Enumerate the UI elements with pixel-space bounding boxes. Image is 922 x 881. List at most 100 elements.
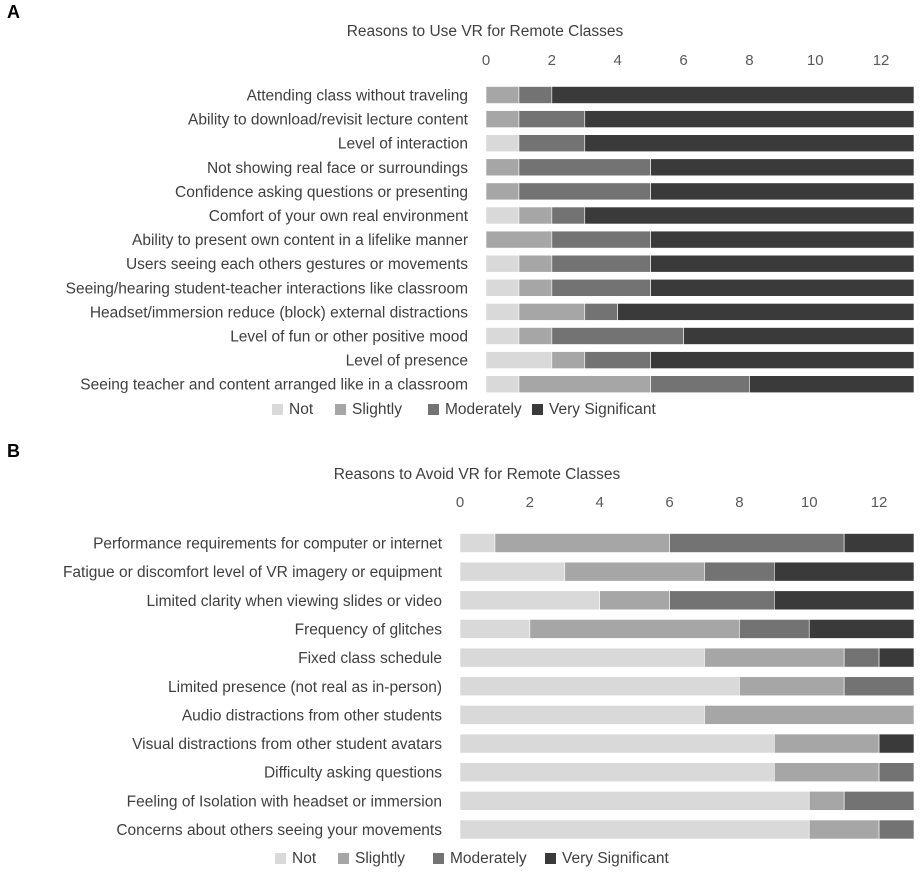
- chart-b-bar-not: [459, 791, 810, 811]
- chart-a-bar-very-significant: [650, 182, 915, 201]
- chart-a-bar-very-significant: [650, 254, 915, 273]
- chart-a-bar-moderately: [650, 375, 750, 394]
- chart-b-bar-moderately: [739, 619, 810, 639]
- chart-a-bar-very-significant: [584, 134, 915, 152]
- chart-a-bar-not: [485, 206, 520, 225]
- chart-a-bar-very-significant: [650, 230, 915, 249]
- chart-a-category-label: Confidence asking questions or presentin…: [175, 184, 468, 201]
- chart-b-bar-very-significant: [878, 733, 915, 754]
- chart-b-tick-label: 0: [456, 494, 464, 511]
- chart-a-bar-very-significant: [650, 278, 915, 297]
- chart-a-bar-very-significant: [683, 327, 915, 345]
- chart-a-bar-slightly: [485, 182, 520, 201]
- chart-b-bar-slightly: [704, 647, 845, 668]
- chart-b-bar-slightly: [704, 705, 915, 725]
- chart-b-bar-slightly: [494, 533, 670, 553]
- chart-a-bar-slightly: [518, 303, 586, 321]
- chart-b-legend-label-very-significant: Very Significant: [562, 850, 670, 867]
- chart-a-bar-not: [485, 303, 520, 321]
- chart-b-bar-not: [459, 619, 531, 639]
- chart-b-tick-label: 4: [596, 494, 604, 511]
- chart-a-legend-label-very-significant: Very Significant: [549, 401, 657, 418]
- chart-a-bar-slightly: [485, 158, 520, 177]
- chart-b-bar-very-significant: [774, 561, 915, 582]
- chart-b-bar-not: [459, 561, 566, 582]
- chart-b-bar-moderately: [843, 647, 880, 668]
- chart-b-bar-slightly: [774, 762, 880, 783]
- chart-b-category-label: Frequency of glitches: [295, 621, 443, 638]
- chart-a-bar-very-significant: [749, 375, 915, 394]
- chart-a-bar-moderately: [518, 86, 553, 104]
- chart-a-bar-not: [485, 351, 553, 369]
- chart-b-category-label: Concerns about others seeing your moveme…: [116, 822, 442, 839]
- chart-b-category-label: Fatigue or discomfort level of VR imager…: [63, 564, 443, 581]
- chart-b-bar-not: [459, 762, 775, 783]
- chart-b-category-label: Performance requirements for computer or…: [93, 536, 443, 553]
- chart-b-bar-very-significant: [878, 647, 915, 668]
- chart-a-category-label: Level of presence: [346, 353, 468, 370]
- chart-a-tick-label: 4: [614, 52, 622, 69]
- chart-b-tick-label: 8: [735, 494, 743, 511]
- chart-b-title: Reasons to Avoid VR for Remote Classes: [334, 466, 621, 483]
- chart-b-legend-swatch-not: [275, 853, 286, 864]
- chart-b-bar-not: [459, 533, 496, 553]
- chart-b-bar-moderately: [843, 676, 915, 697]
- chart-a-category-label: Not showing real face or surroundings: [207, 160, 468, 177]
- chart-a-legend-label-slightly: Slightly: [352, 401, 402, 418]
- chart-b-bar-slightly: [808, 791, 845, 811]
- chart-b-bar-moderately: [878, 762, 915, 783]
- chart-a-bar-moderately: [518, 158, 651, 177]
- chart-b-legend-label-not: Not: [292, 850, 317, 867]
- chart-b-bar-not: [459, 705, 705, 725]
- chart-b-legend-label-slightly: Slightly: [355, 850, 405, 867]
- chart-a-category-label: Attending class without traveling: [247, 88, 468, 105]
- chart-b-bar-slightly: [808, 819, 880, 840]
- chart-a-bar-moderately: [584, 351, 651, 369]
- chart-a-bar-very-significant: [650, 158, 915, 177]
- chart-a-category-label: Users seeing each others gestures or mov…: [126, 256, 468, 273]
- chart-a-tick-label: 0: [482, 52, 490, 69]
- chart-a-bar-very-significant: [650, 351, 915, 369]
- chart-b-legend-swatch-slightly: [338, 853, 349, 864]
- chart-a-bar-slightly: [518, 375, 651, 394]
- chart-b: Reasons to Avoid VR for Remote Classes 0 2…: [63, 466, 915, 867]
- chart-a-bar-moderately: [518, 110, 586, 128]
- chart-b-bar-not: [459, 733, 775, 754]
- chart-b-tick-label: 12: [871, 494, 888, 511]
- chart-b-legend-swatch-moderately: [433, 853, 444, 864]
- chart-b-tick-label: 2: [526, 494, 534, 511]
- chart-a-tick-label: 2: [548, 52, 556, 69]
- chart-a-legend-label-moderately: Moderately: [445, 401, 522, 418]
- chart-b-category-label: Fixed class schedule: [298, 650, 442, 667]
- chart-b-bar-not: [459, 819, 810, 840]
- chart-b-bar-moderately: [669, 590, 775, 611]
- chart-a-category-label: Level of interaction: [338, 136, 468, 153]
- chart-a-tick-label: 12: [873, 52, 890, 69]
- chart-a-bar-very-significant: [617, 303, 915, 321]
- chart-b-tick-label: 6: [665, 494, 673, 511]
- chart-b-bar-slightly: [774, 733, 880, 754]
- chart-a-category-label: Ability to download/revisit lecture cont…: [188, 112, 469, 129]
- chart-a-legend-swatch-moderately: [428, 404, 439, 415]
- chart-a-bar-slightly: [518, 327, 553, 345]
- chart-a-tick-label: 8: [745, 52, 753, 69]
- chart-b-tick-label: 10: [801, 494, 818, 511]
- chart-a-bar-very-significant: [584, 110, 915, 128]
- chart-b-category-label: Feeling of Isolation with headset or imm…: [127, 793, 442, 810]
- chart-a-category-label: Seeing teacher and content arranged like…: [80, 377, 468, 394]
- chart-b-bar-moderately: [669, 533, 845, 553]
- chart-b-bar-not: [459, 590, 600, 611]
- chart-a-bar-slightly: [518, 278, 553, 297]
- chart-a-bar-very-significant: [551, 86, 915, 104]
- chart-a: Reasons to Use VR for Remote Classes 0 2 4 6…: [66, 23, 915, 418]
- chart-b-legend-label-moderately: Moderately: [450, 850, 527, 867]
- chart-b-category-label: Limited presence (not real as in-person): [168, 679, 442, 696]
- chart-a-bar-slightly: [485, 230, 553, 249]
- chart-b-category-label: Audio distractions from other students: [182, 707, 442, 724]
- chart-a-bar-not: [485, 254, 520, 273]
- chart-a-bar-slightly: [485, 110, 520, 128]
- chart-b-category-label: Visual distractions from other student a…: [132, 736, 442, 753]
- chart-b-category-label: Difficulty asking questions: [264, 765, 442, 782]
- chart-a-bar-not: [485, 134, 520, 152]
